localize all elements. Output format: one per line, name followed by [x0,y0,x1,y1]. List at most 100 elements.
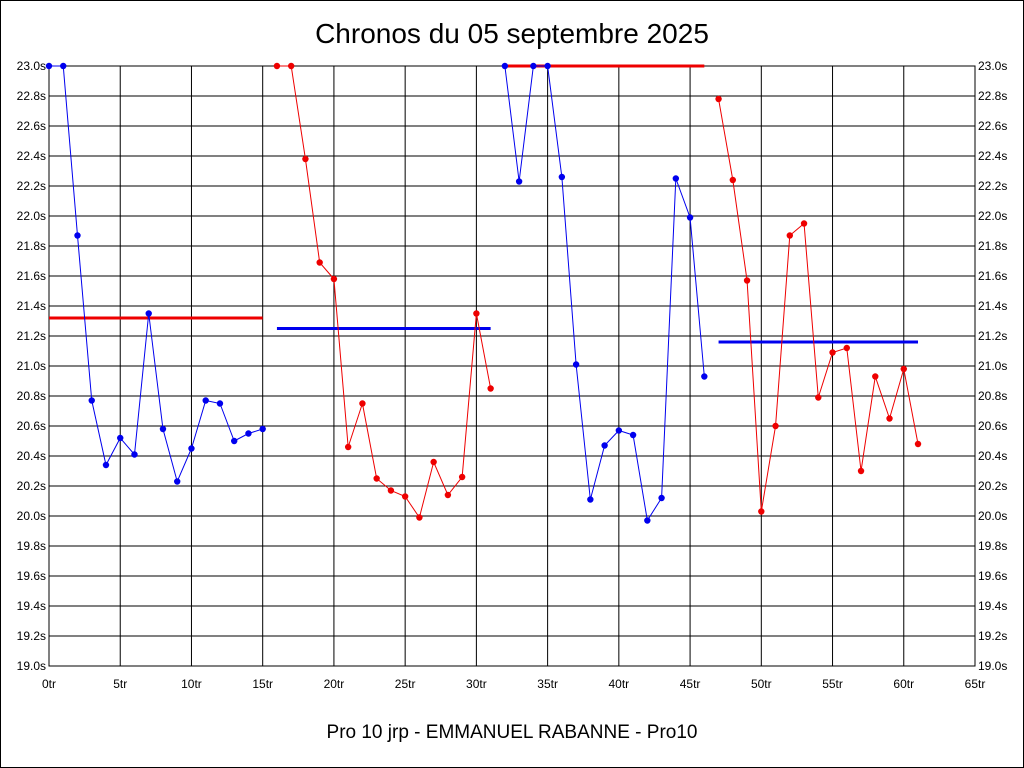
y-tick-label-left: 19.0s [17,659,46,673]
data-point [159,425,167,433]
series-line [49,65,263,484]
y-tick-label-left: 20.2s [17,479,46,493]
data-point [515,178,523,185]
data-point [615,427,623,434]
data-point [601,442,608,449]
data-point [686,214,694,221]
data-point [88,397,95,404]
y-tick-label-right: 21.8s [978,239,1007,253]
y-tick-label-left: 19.2s [17,629,46,643]
chart-title: Chronos du 05 septembre 2025 [315,18,709,49]
y-tick-label-left: 20.0s [17,509,46,523]
y-tick-label-right: 21.2s [978,329,1007,343]
x-tick-label: 60tr [893,677,914,691]
data-point [701,373,708,380]
data-point [245,430,252,437]
series-line [276,65,492,519]
y-tick-label-left: 19.4s [17,599,46,613]
data-point [330,275,338,283]
data-point [287,62,295,70]
data-point [74,232,81,239]
data-point [373,475,380,482]
data-point [558,173,566,181]
data-point [914,440,922,448]
data-point [658,494,665,502]
data-point [416,514,423,521]
y-tick-label-right: 20.2s [978,479,1007,493]
data-point [786,232,793,239]
y-tick-label-right: 20.4s [978,449,1007,463]
y-tick-label-right: 19.0s [978,659,1007,673]
data-point [259,425,266,433]
x-tick-label: 25tr [395,677,416,691]
data-point [886,415,893,422]
x-tick-label: 65tr [965,677,986,691]
series-line [504,65,705,522]
y-tick-label-right: 22.6s [978,119,1007,133]
y-tick-label-right: 23.0s [978,59,1007,73]
data-point [587,496,594,503]
data-point [45,62,53,70]
data-point [458,473,466,481]
data-point [273,62,281,70]
y-tick-label-left: 22.0s [17,209,46,223]
data-point [401,493,409,500]
y-tick-label-right: 22.0s [978,209,1007,223]
y-tick-label-left: 21.0s [17,359,46,373]
data-point [629,431,637,439]
x-tick-label: 20tr [324,677,345,691]
x-tick-label: 0tr [42,677,56,691]
data-point [800,220,808,227]
series-line [718,98,919,512]
y-tick-label-right: 19.8s [978,539,1007,553]
y-tick-label-right: 19.2s [978,629,1007,643]
y-tick-label-left: 20.6s [17,419,46,433]
y-tick-label-left: 22.2s [17,179,46,193]
y-tick-label-right: 21.4s [978,299,1007,313]
data-point [758,508,765,515]
y-tick-label-right: 22.2s [978,179,1007,193]
data-point [530,62,537,70]
data-point [344,443,352,451]
data-point [316,259,323,266]
data-point [715,95,722,103]
y-tick-label-right: 19.6s [978,569,1007,583]
chart-footer-label: Pro 10 jrp - EMMANUEL RABANNE - Pro10 [326,722,698,743]
data-point [202,397,209,404]
x-tick-label: 35tr [537,677,558,691]
y-tick-label-right: 19.4s [978,599,1007,613]
x-tick-label: 15tr [252,677,273,691]
y-tick-label-left: 23.0s [17,59,46,73]
data-point [815,394,822,401]
y-tick-label-left: 19.8s [17,539,46,553]
data-point [102,461,110,469]
data-point [487,385,494,392]
x-tick-label: 40tr [609,677,630,691]
y-tick-label-right: 20.8s [978,389,1007,403]
data-point [473,310,480,317]
x-tick-label: 30tr [466,677,487,691]
data-point [900,365,907,373]
y-tick-label-left: 22.8s [17,89,46,103]
y-tick-label-right: 22.4s [978,149,1007,163]
x-tick-label: 50tr [751,677,772,691]
y-tick-label-right: 20.6s [978,419,1007,433]
data-point [430,458,437,466]
data-point [60,62,67,70]
data-point [872,373,879,380]
data-point [644,517,651,524]
data-point [216,400,224,407]
data-point [174,478,181,485]
data-point [729,176,737,184]
x-tick-label: 45tr [680,677,701,691]
data-point [772,422,779,430]
data-point [843,344,850,352]
y-tick-label-right: 21.6s [978,269,1007,283]
data-point [672,175,680,182]
data-point [444,491,452,499]
y-tick-label-left: 20.4s [17,449,46,463]
data-point [501,62,509,70]
y-tick-label-left: 20.8s [17,389,46,403]
data-point [857,467,865,475]
